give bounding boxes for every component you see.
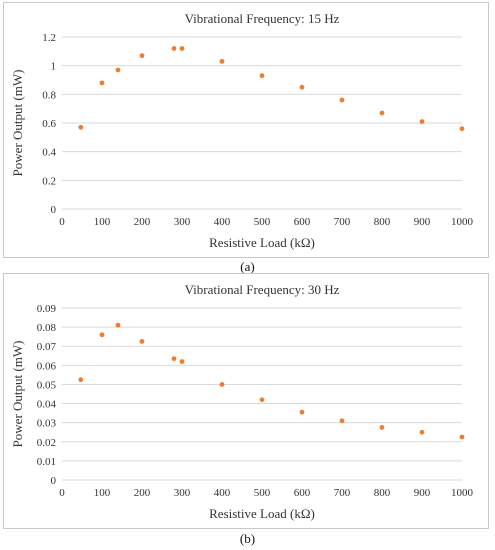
- x-tick-label: 100: [94, 216, 111, 228]
- data-point: [259, 397, 265, 403]
- data-point: [171, 46, 177, 51]
- x-tick-label: 1000: [451, 487, 474, 499]
- y-tick-label: 0.06: [37, 360, 57, 372]
- x-tick-label: 300: [174, 487, 191, 499]
- y-tick-label: 0.05: [37, 379, 57, 391]
- x-tick-label: 900: [414, 487, 431, 499]
- data-point: [299, 409, 305, 415]
- data-point: [219, 58, 225, 64]
- chart-title: Vibrational Frequency: 15 Hz: [185, 11, 340, 26]
- data-point: [339, 418, 345, 424]
- data-point: [379, 425, 385, 430]
- x-tick-label: 300: [174, 216, 191, 228]
- y-tick-label: 0.4: [42, 147, 56, 159]
- data-point: [259, 73, 265, 79]
- caption-b: (b): [239, 531, 256, 546]
- y-tick-label: 0.03: [37, 418, 57, 430]
- x-tick-label: 700: [334, 487, 351, 499]
- x-tick-label: 0: [59, 216, 65, 228]
- y-tick-label: 0.2: [42, 175, 56, 187]
- caption-a: (a): [240, 259, 255, 274]
- x-axis-label: Resistive Load (kΩ): [209, 506, 315, 521]
- data-point: [379, 110, 385, 116]
- chart-panel-15hz: Vibrational Frequency: 15 Hz 0 0.2 0.4 0.6 0.…: [3, 2, 489, 258]
- chart-15hz: Vibrational Frequency: 15 Hz 0 0.2 0.4 0.6 0.…: [10, 11, 474, 250]
- y-tick-label: 0.04: [37, 399, 57, 411]
- data-point: [179, 359, 185, 364]
- data-point: [459, 126, 465, 132]
- chart-title: Vibrational Frequency: 30 Hz: [185, 282, 340, 297]
- x-axis-label: Resistive Load (kΩ): [209, 235, 315, 250]
- x-tick-label: 900: [414, 216, 431, 228]
- x-tick-label: 600: [294, 487, 311, 499]
- data-point: [139, 53, 145, 59]
- x-tick-label: 200: [134, 216, 151, 228]
- data-point: [171, 356, 177, 362]
- data-point: [419, 119, 425, 124]
- x-tick-label: 800: [374, 487, 391, 499]
- x-tick-label: 200: [134, 487, 151, 499]
- chart-30hz: Vibrational Frequency: 30 Hz 0 0.01 0.02 0.0…: [10, 282, 474, 521]
- x-tick-label: 500: [254, 487, 271, 499]
- x-tick-label: 600: [294, 216, 311, 228]
- y-tick-label: 0.8: [42, 89, 56, 101]
- y-tick-label: 0: [51, 475, 57, 487]
- chart-panel-30hz: Vibrational Frequency: 30 Hz 0 0.01 0.02 0.0…: [3, 273, 489, 529]
- x-tick-label: 400: [214, 487, 231, 499]
- y-tick-label: 1.2: [42, 32, 56, 44]
- data-point: [299, 84, 305, 90]
- x-tick-label: 400: [214, 216, 231, 228]
- x-tick-label: 700: [334, 216, 351, 228]
- data-point: [99, 80, 105, 86]
- x-tick-label: 800: [374, 216, 391, 228]
- data-point: [115, 322, 121, 328]
- y-tick-label: 0.07: [37, 341, 57, 353]
- y-tick-label: 0.01: [37, 456, 56, 468]
- data-point: [99, 332, 105, 338]
- y-axis-label: Power Output (mW): [10, 70, 25, 177]
- data-point: [419, 429, 425, 435]
- data-point: [78, 124, 84, 130]
- y-tick-label: 0: [51, 204, 57, 216]
- y-tick-label: 0.09: [37, 303, 57, 315]
- x-tick-label: 500: [254, 216, 271, 228]
- data-point: [115, 67, 121, 73]
- y-tick-label: 0.08: [37, 322, 57, 334]
- data-point: [339, 97, 345, 103]
- data-point: [459, 434, 465, 440]
- data-point: [179, 46, 185, 51]
- y-axis-label: Power Output (mW): [10, 341, 25, 448]
- data-point: [219, 382, 225, 387]
- x-tick-label: 100: [94, 487, 111, 499]
- data-point: [78, 377, 84, 383]
- y-tick-label: 1: [51, 61, 57, 73]
- x-tick-label: 0: [59, 487, 65, 499]
- data-point: [139, 339, 145, 344]
- x-tick-label: 1000: [451, 216, 474, 228]
- y-tick-label: 0.6: [42, 118, 56, 130]
- y-tick-label: 0.02: [37, 437, 56, 449]
